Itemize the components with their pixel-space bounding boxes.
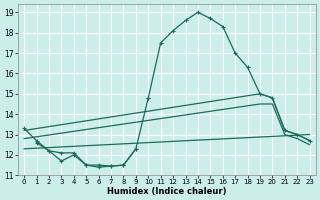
X-axis label: Humidex (Indice chaleur): Humidex (Indice chaleur) — [107, 187, 227, 196]
